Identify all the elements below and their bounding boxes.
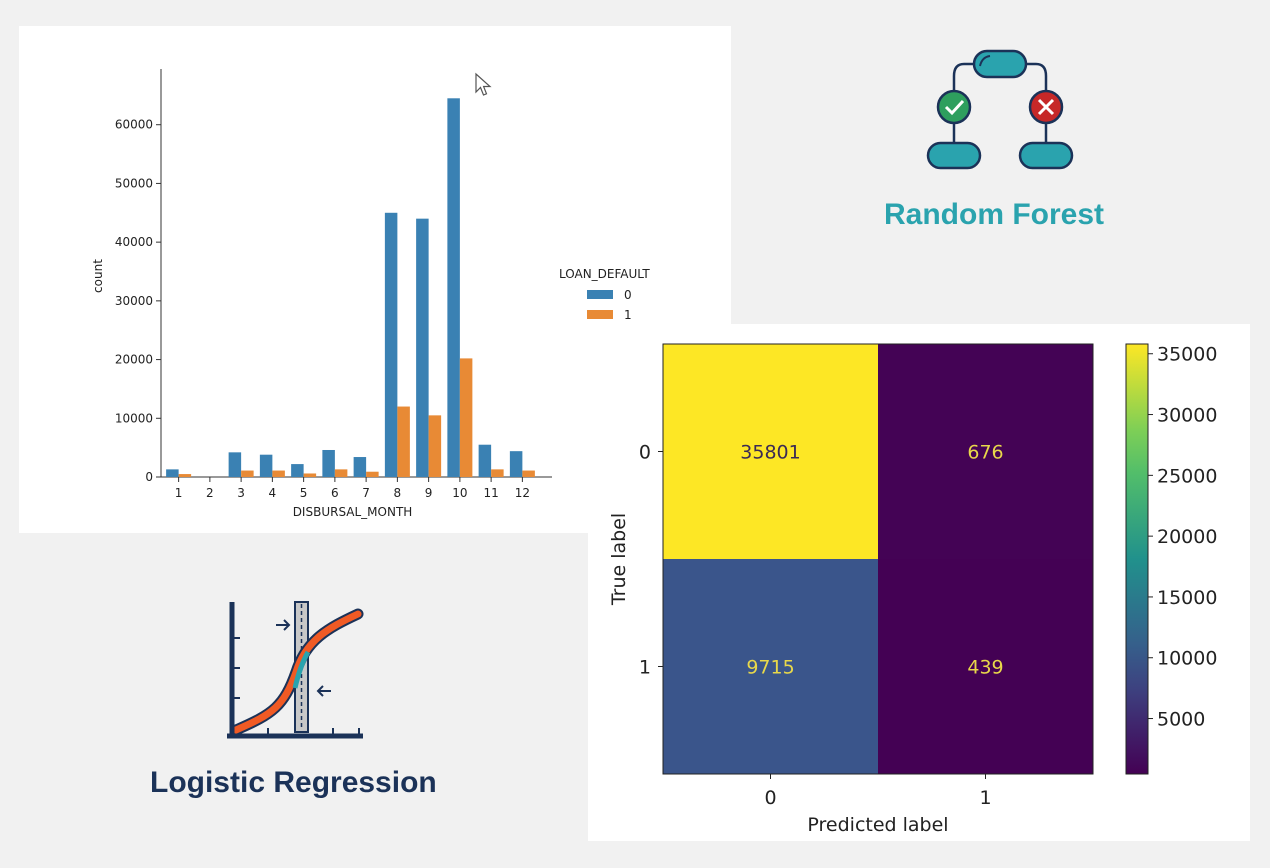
bar-series-0 [447,98,460,478]
bar-series-1 [428,415,442,477]
colorbar-tick-label: 10000 [1157,648,1217,670]
y-tick-label: 30000 [115,294,153,308]
y-axis-label: True label [608,513,630,606]
colorbar-tick-label: 35000 [1157,344,1217,366]
bar-series-0 [228,452,242,477]
bar-series-0 [509,451,523,477]
x-tick-label: 9 [425,486,433,500]
y-tick-label: 20000 [115,353,153,367]
y-axis-label: count [91,259,105,293]
x-tick-label: 5 [300,486,308,500]
x-tick-label: 0 [764,787,776,809]
matrix-frame [662,343,1094,775]
x-tick-label: 4 [269,486,277,500]
confusion-matrix-panel: 35801 676 9715 439 0 1 0 1 Predicted label True l… [588,324,1250,841]
x-tick-label: 3 [237,486,245,500]
colorbar-tick-label: 30000 [1157,405,1217,427]
y-tick-label: 40000 [115,235,153,249]
bar-series-0 [353,457,367,477]
colorbar-tick-label: 20000 [1157,526,1217,548]
logistic-regression-caption: Logistic Regression [150,766,437,799]
random-forest-caption: Random Forest [884,198,1105,231]
matrix-cell-value: 676 [967,442,1003,464]
bar-series-1 [303,473,317,477]
y-tick-label: 1 [639,657,651,679]
bar-series-0 [259,454,273,477]
sigmoid-curve-icon [218,596,368,742]
bar-series-1 [459,358,473,477]
legend-title: LOAN_DEFAULT [559,267,650,281]
legend-label: 0 [624,288,632,302]
x-tick-label: 11 [483,486,498,500]
x-tick-label: 1 [175,486,183,500]
x-tick-label: 7 [362,486,370,500]
matrix-cell-value: 439 [967,657,1003,679]
decision-tree-icon [920,46,1080,172]
colorbar-tick-label: 5000 [1157,709,1205,731]
colorbar-tick-label: 25000 [1157,465,1217,487]
matrix-cell [878,559,1093,774]
legend-label: 1 [624,308,632,322]
y-tick-label: 10000 [115,411,153,425]
bar-series-1 [178,474,192,477]
bar-series-0 [291,464,304,477]
bar-series-0 [322,449,335,477]
bar-series-1 [366,471,379,477]
matrix-cell-value: 35801 [740,442,800,464]
confusion-matrix-chart: 35801 676 9715 439 0 1 0 1 Predicted label True l… [608,343,1217,836]
bar-series-0 [384,212,398,478]
colorbar-tick-label: 15000 [1157,587,1217,609]
y-tick-label: 0 [145,470,153,484]
matrix-cell [878,344,1093,559]
bar-series-1 [397,406,410,477]
x-tick-label: 6 [331,486,339,500]
matrix-cell-value: 9715 [746,657,794,679]
bar-chart-panel: 0 10000 20000 30000 40000 50000 60000 1 2 3 4 5 6 7 8 9… [19,26,731,533]
x-axis-label: Predicted label [807,814,948,836]
bar-series-0 [166,469,179,477]
bar-series-1 [522,470,535,477]
mouse-cursor-icon [474,72,494,98]
matrix-cell [663,344,878,559]
y-tick-label: 0 [639,442,651,464]
x-tick-label: 12 [515,486,530,500]
bar-series-1 [272,470,285,477]
matrix-cell [663,559,878,774]
x-tick-label: 10 [452,486,467,500]
y-tick-label: 50000 [115,176,153,190]
x-tick-label: 1 [979,787,991,809]
x-tick-label: 8 [394,486,402,500]
colorbar [1125,343,1149,775]
bar-series-1 [334,469,348,477]
x-tick-label: 2 [206,486,214,500]
legend-swatch-1 [587,310,613,319]
y-tick-label: 60000 [115,118,153,132]
bar-series-1 [241,470,254,477]
bar-series-0 [478,444,492,477]
bar-series-0 [416,218,429,477]
legend-swatch-0 [587,290,613,299]
bar-series-1 [491,469,504,477]
x-axis-label: DISBURSAL_MONTH [293,505,413,519]
